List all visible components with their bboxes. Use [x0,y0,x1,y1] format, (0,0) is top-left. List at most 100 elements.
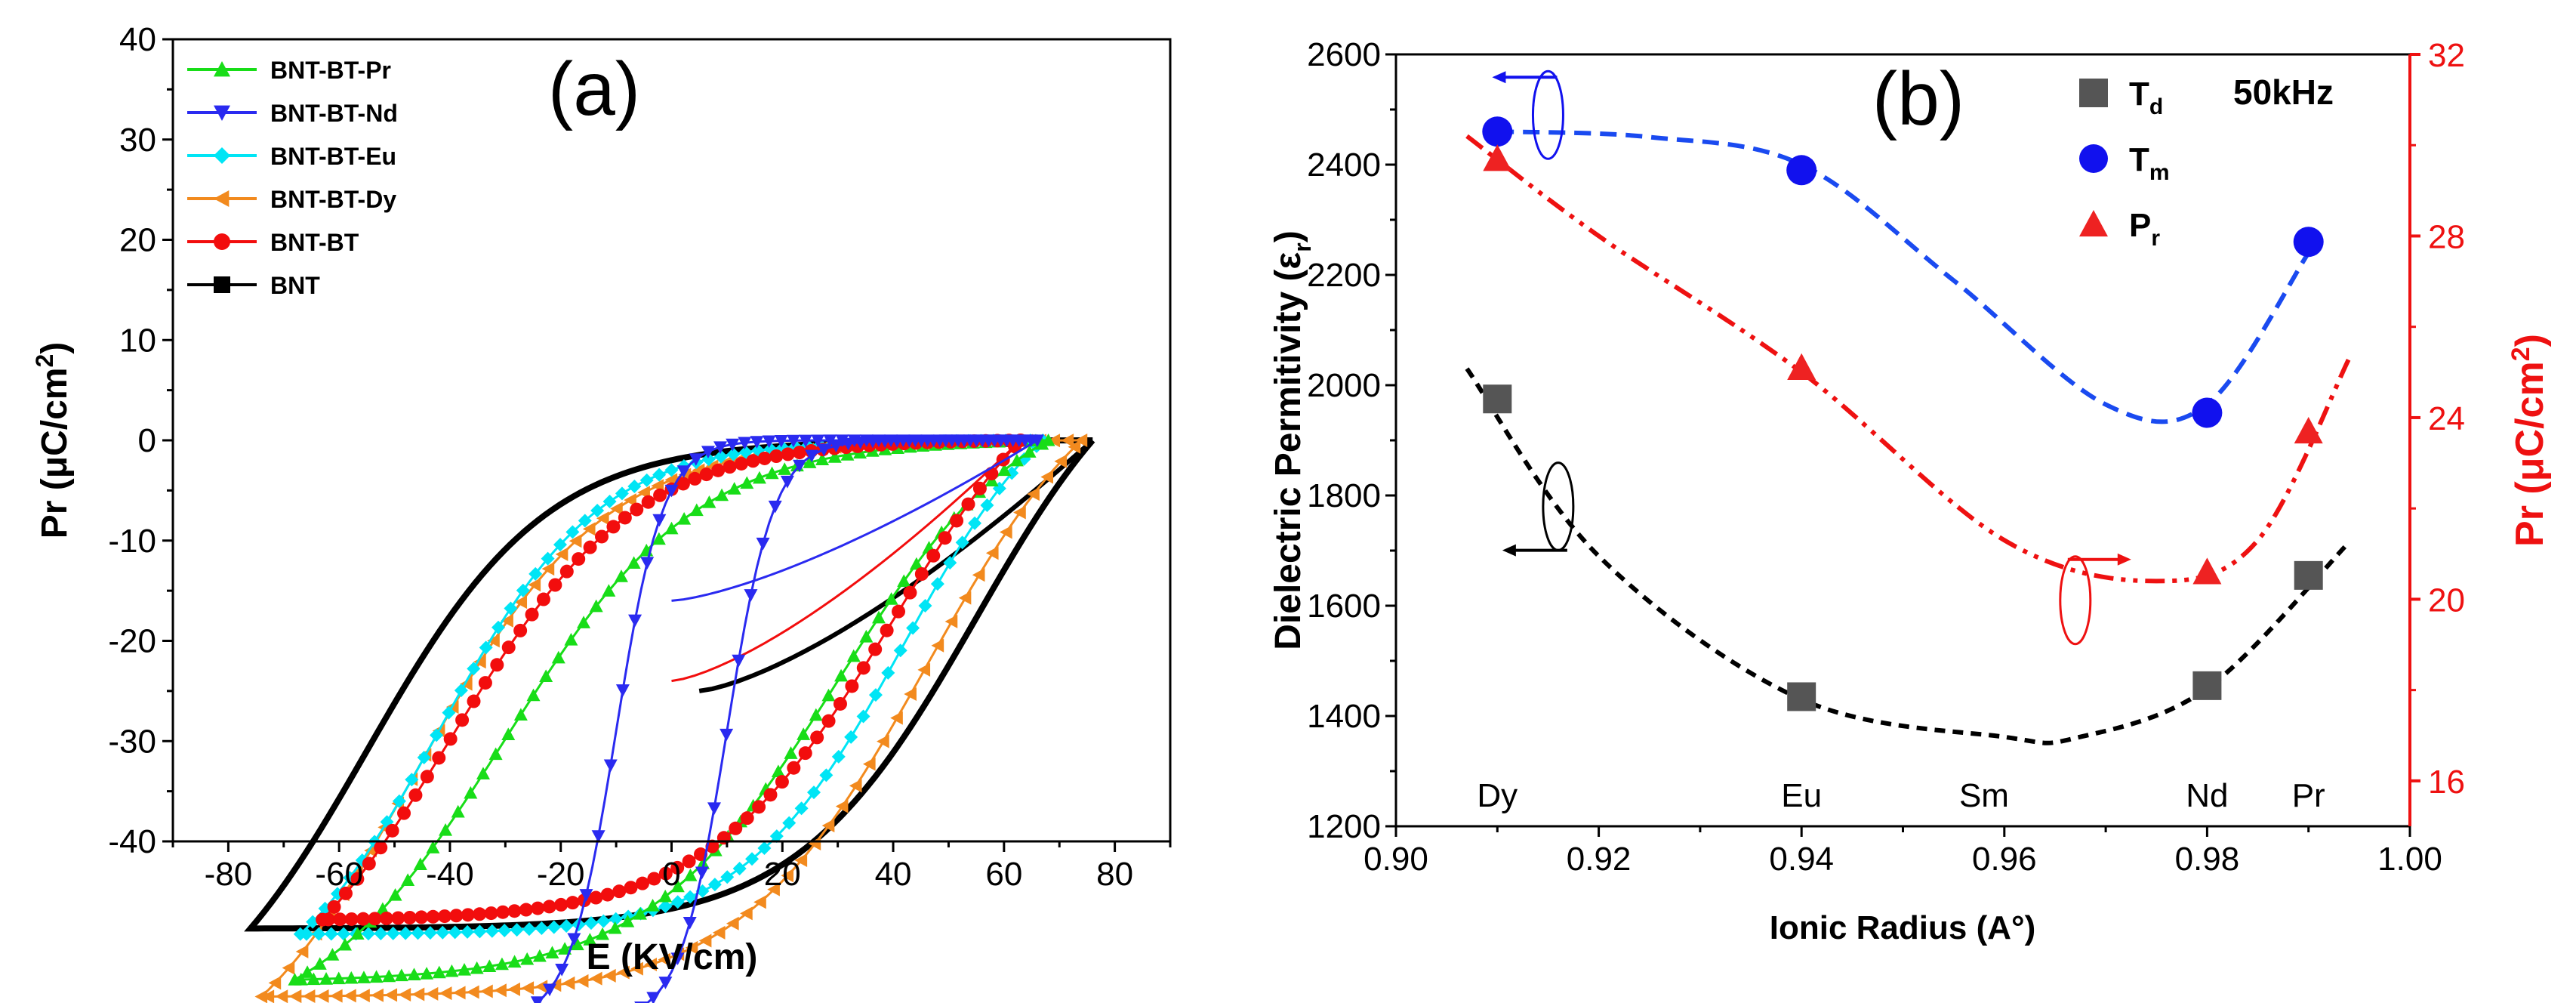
a-data-point [507,982,520,996]
a-data-point [732,861,747,875]
a-data-point [670,879,685,893]
a-data-point [793,459,807,473]
a-data-point [579,889,593,902]
a-data-point [528,578,541,592]
a-data-point [701,452,716,467]
a-data-point [653,488,667,502]
a-data-point [606,520,621,534]
a-data-point [337,937,352,951]
a-data-point [510,923,524,937]
a-data-point [689,453,703,466]
a-x-tick-label: -60 [315,856,363,893]
a-data-point [413,857,427,870]
a-data-point [853,436,867,449]
a-data-point [333,912,347,927]
a-data-point [402,911,417,925]
a-data-point [589,890,603,905]
a-data-point [325,948,340,961]
a-data-point [744,589,758,602]
a-data-point [753,895,766,909]
a-data-point [357,989,370,1003]
b-x-tick-label: 0.92 [1567,841,1632,878]
a-data-point [670,895,685,909]
a-data-point [634,1001,649,1003]
a-data-point [531,901,545,915]
a-data-point [810,730,824,745]
a-data-point [405,773,419,787]
a-data-point [442,705,456,720]
a-data-point [1061,434,1074,448]
a-data-point [805,449,819,463]
a-data-point [707,802,722,815]
a-data-point [302,989,316,1003]
a-data-point [470,961,484,974]
a-data-point [806,785,821,800]
a-data-point [569,534,582,548]
a-data-point [535,921,549,935]
a-data-point [507,904,522,918]
a-data-point [426,841,440,853]
a-data-point [677,512,692,525]
a-data-point [902,434,917,448]
a-data-point [514,595,528,610]
a-legend-marker [214,233,230,250]
a-data-point [787,761,801,775]
b-left-y-tick-label: 1400 [1307,698,1381,735]
b-data-point [1483,384,1512,414]
a-data-point [567,933,581,946]
a-data-point [719,728,734,742]
a-data-point [411,926,425,940]
a-data-point [732,654,746,668]
a-data-point [562,976,575,990]
a-y-tick-label: -30 [108,723,156,760]
panel-b-ticks: 0.90 0.92 0.94 0.96 0.98 1.00 1200 1400 1600 1800… [1307,36,2465,878]
a-data-point [658,866,673,881]
a-data-point [589,971,602,986]
a-data-point [711,463,726,477]
a-data-point [644,958,657,972]
a-data-point [750,436,764,449]
a-data-point [532,949,547,962]
a-data-point [727,482,741,495]
b-series-pr-fit-curve [1465,134,2352,584]
a-data-point [425,986,439,1001]
a-data-point [432,965,446,979]
a-data-point [726,916,739,930]
b-legend-marker [2079,144,2108,173]
a-data-point [670,860,685,875]
a-y-tick-label: 0 [138,422,156,459]
a-data-point [615,486,629,501]
a-data-point [461,924,475,939]
a-data-point [926,548,941,563]
panel-b-x-axis-label: Ionic Radius (A°) [1770,909,2036,946]
a-data-point [633,906,647,920]
a-data-point [729,821,743,835]
a-data-point [972,481,987,495]
a-data-point [543,983,557,997]
a-data-point [808,836,821,850]
a-data-point [781,869,794,883]
a-y-tick-label: 10 [119,322,156,359]
a-data-point [495,957,509,971]
a-data-point [337,927,351,941]
a-data-point [394,968,408,982]
a-data-point [448,925,462,940]
a-data-point [740,476,754,489]
a-x-tick-label: -40 [426,856,474,893]
a-data-point [295,944,309,958]
a-data-point [811,434,825,448]
a-data-point [344,971,359,984]
a-data-point [930,577,944,591]
a-data-point [841,437,855,451]
a-data-point [316,989,329,1003]
a-data-point [658,977,673,989]
a-data-point [771,764,785,778]
a-data-point [602,584,616,597]
a-data-point [652,532,666,545]
panel-a-plot-area [244,434,1095,1003]
a-x-tick-label: -20 [537,856,585,893]
a-data-point [455,713,470,727]
a-legend-marker [214,105,230,121]
a-data-point [558,942,572,955]
a-data-point [618,511,632,525]
